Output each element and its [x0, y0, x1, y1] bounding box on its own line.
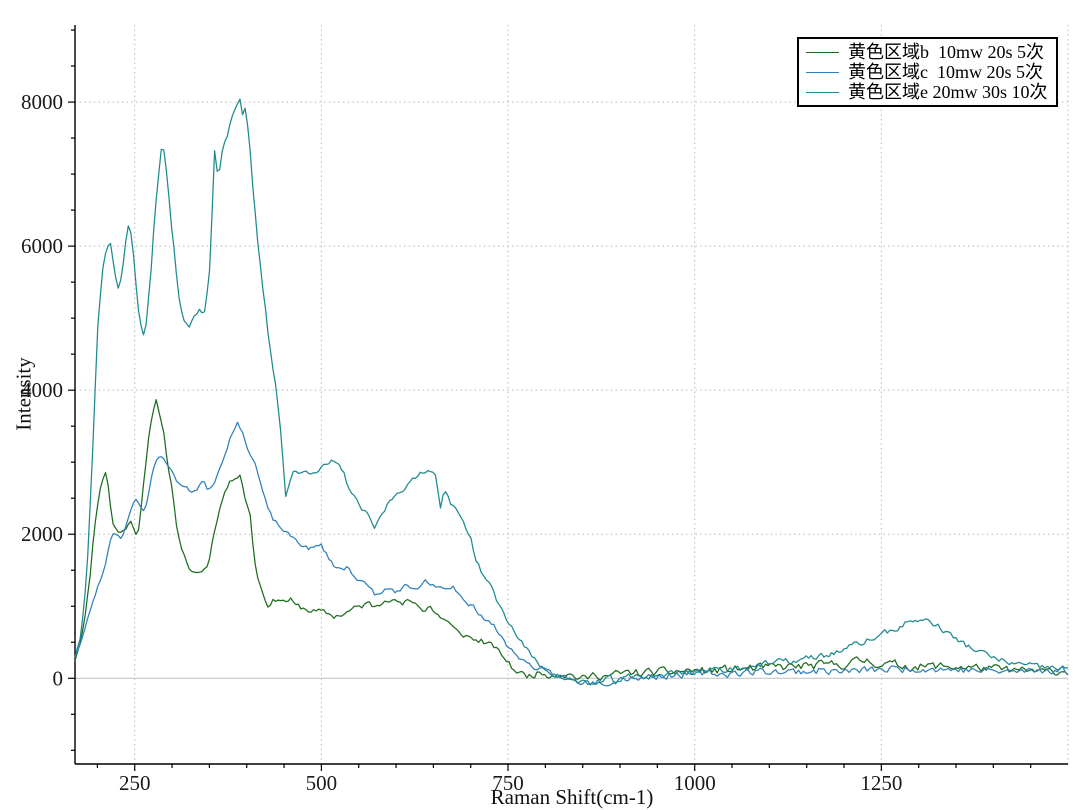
legend-item: 黄色区域c 10mw 20s 5次 — [806, 62, 1050, 82]
x-tick-label: 1000 — [674, 771, 716, 795]
legend-item: 黄色区域b 10mw 20s 5次 — [806, 42, 1050, 62]
y-tick-label: 4000 — [21, 378, 63, 402]
legend-label-c: 黄色区域c 10mw 20s 5次 — [848, 62, 1043, 82]
legend-line-sample-e — [806, 91, 839, 93]
legend-label-b: 黄色区域b 10mw 20s 5次 — [848, 42, 1045, 62]
y-tick-label: 8000 — [21, 90, 63, 114]
x-tick-label: 500 — [306, 771, 338, 795]
y-tick-label: 2000 — [21, 522, 63, 546]
y-tick-label: 6000 — [21, 234, 63, 258]
legend-label-e: 黄色区域e 20mw 30s 10次 — [848, 82, 1048, 102]
series-line-b — [74, 399, 1069, 681]
x-tick-label: 750 — [492, 771, 524, 795]
legend-line-sample-b — [806, 51, 839, 53]
y-axis-label: Intensity — [11, 357, 36, 431]
legend: 黄色区域b 10mw 20s 5次 黄色区域c 10mw 20s 5次 黄色区域… — [797, 37, 1058, 107]
series-line-c — [74, 421, 1069, 687]
x-tick-label: 1250 — [860, 771, 902, 795]
series-line-e — [74, 98, 1069, 686]
x-tick-label: 250 — [119, 771, 151, 795]
x-axis-label: Raman Shift(cm-1) — [490, 785, 654, 809]
legend-line-sample-c — [806, 71, 839, 73]
y-tick-label: 0 — [53, 666, 64, 690]
legend-item: 黄色区域e 20mw 30s 10次 — [806, 82, 1050, 102]
